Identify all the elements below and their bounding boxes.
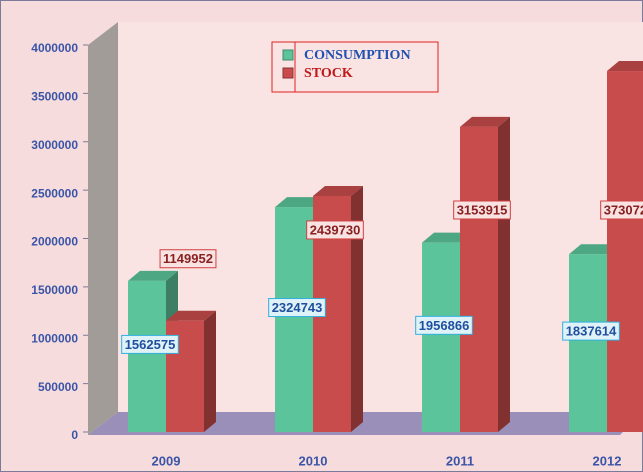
value-label: 2439730 [310,222,361,237]
value-label: 1837614 [566,324,617,339]
y-tick-label: 4000000 [31,41,78,55]
bar [128,280,166,432]
value-label-box [159,249,217,269]
legend [271,41,439,93]
x-tick-label: 2011 [446,453,474,468]
bar-top [569,244,619,255]
y-tick-label: 3000000 [31,138,78,152]
bar [607,71,643,432]
bar-top [128,270,178,281]
value-label-box [600,200,643,220]
y-tick-label: 2500000 [31,186,78,200]
y-tick-label: 0 [71,428,78,442]
bar-side [351,185,363,432]
bar-top [460,116,510,127]
y-tick-label: 500000 [38,380,78,394]
bar-side [204,310,216,432]
bar [275,207,313,432]
value-label: 2324743 [272,300,323,315]
legend-swatch [282,49,294,61]
value-label-box [121,334,179,354]
bar-top [607,61,643,72]
value-label-box [562,321,620,341]
value-label-box [453,200,511,220]
value-label-box [268,298,326,318]
value-label: 1956866 [419,318,470,333]
side-wall [88,22,118,435]
value-label: 3730729 [604,202,643,217]
bar-top [275,197,325,208]
bar-top [166,310,216,321]
legend-swatch [282,67,294,79]
x-tick-label: 2010 [299,453,328,468]
y-tick-label: 1000000 [31,331,78,345]
bar [569,254,607,432]
y-tick-label: 1500000 [31,283,78,297]
x-tick-label: 2009 [152,453,181,468]
value-label-box [415,315,473,335]
legend-label: CONSUMPTION [304,48,411,63]
bar-top [313,185,363,196]
bar [422,242,460,432]
bar-side [498,116,510,432]
bar-top [422,232,472,243]
y-tick-label: 3500000 [31,90,78,104]
value-label-box [306,220,364,240]
y-tick-label: 2000000 [31,235,78,249]
x-tick-label: 2012 [593,453,622,468]
legend-inner [294,41,439,93]
bar [460,126,498,432]
value-label: 1149952 [163,251,213,266]
value-label: 3153915 [457,202,508,217]
legend-label: STOCK [304,66,353,81]
value-label: 1562575 [125,337,176,352]
